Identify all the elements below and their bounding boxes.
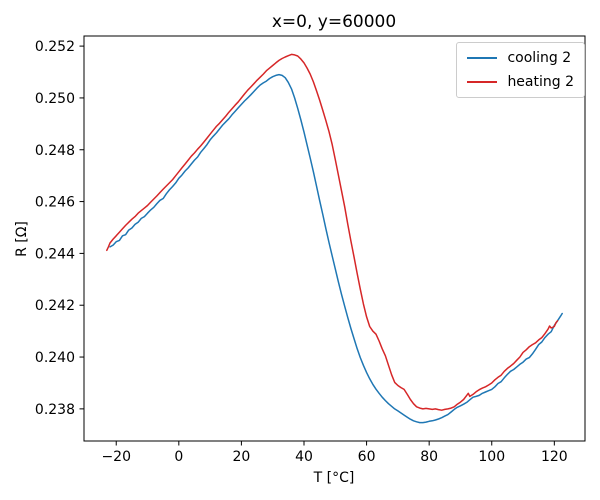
x-tick-label: 60 (358, 449, 376, 465)
y-axis-label: R [Ω] (14, 221, 30, 257)
legend-label-cooling: cooling 2 (507, 50, 572, 66)
chart-title: x=0, y=60000 (272, 12, 396, 32)
legend-label-heating: heating 2 (507, 74, 574, 90)
y-tick-label: 0.238 (35, 402, 75, 418)
y-tick-label: 0.252 (35, 39, 75, 55)
y-tick-label: 0.246 (35, 195, 75, 211)
x-tick-label: 80 (420, 449, 438, 465)
x-tick-label: −20 (101, 449, 131, 465)
y-tick-label: 0.248 (35, 143, 75, 159)
legend: cooling 2 heating 2 (456, 42, 585, 98)
plot-border (83, 35, 586, 442)
y-tick-label: 0.244 (35, 246, 75, 262)
series-line-cooling-2 (109, 73, 563, 424)
y-tick-label: 0.242 (35, 298, 75, 314)
legend-item-cooling: cooling 2 (467, 50, 574, 66)
x-tick-label: 40 (295, 449, 313, 465)
y-tick-label: 0.250 (35, 91, 75, 107)
x-axis-label: T [°C] (313, 470, 355, 486)
series-line-heating-2 (106, 53, 559, 411)
x-tick-label: 100 (478, 449, 505, 465)
y-tick-label: 0.240 (35, 350, 75, 366)
legend-item-heating: heating 2 (467, 74, 574, 90)
legend-line-sample-heating (467, 81, 498, 83)
axes-layer: −20 0 20 40 60 80 100 120 0.238 0.240 0.242 0.244 0.… (35, 35, 586, 465)
x-tick-label: 120 (541, 449, 568, 465)
legend-line-sample-cooling (467, 57, 498, 59)
x-tick-label: 20 (232, 449, 250, 465)
x-tick-label: 0 (174, 449, 183, 465)
